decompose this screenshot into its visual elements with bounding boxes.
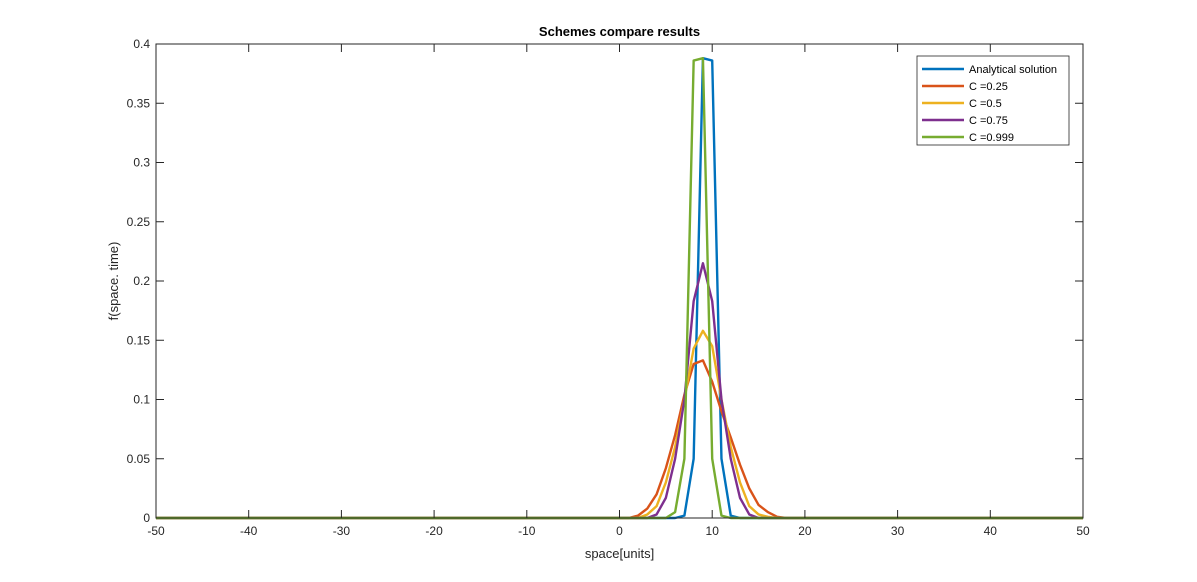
x-tick-label: -30 bbox=[333, 524, 351, 538]
legend-label-2: C =0.5 bbox=[969, 98, 1002, 110]
x-tick-label: 40 bbox=[984, 524, 998, 538]
y-tick-label: 0.4 bbox=[133, 37, 150, 51]
legend-box bbox=[916, 55, 1070, 146]
legend-label-4: C =0.999 bbox=[969, 132, 1014, 144]
x-tick-label: -20 bbox=[425, 524, 443, 538]
series-layer bbox=[156, 57, 1083, 520]
y-tick-label: 0.05 bbox=[127, 452, 151, 466]
legend-label-3: C =0.75 bbox=[969, 115, 1008, 127]
legend-label-0: Analytical solution bbox=[969, 64, 1057, 76]
series-line-4 bbox=[156, 57, 1083, 520]
y-axis-label: f(space. time) bbox=[106, 242, 121, 321]
x-tick-label: 50 bbox=[1076, 524, 1090, 538]
series-line-3 bbox=[156, 262, 1083, 520]
chart-title: Schemes compare results bbox=[539, 24, 700, 39]
x-tick-label: 30 bbox=[891, 524, 905, 538]
x-tick-label: 10 bbox=[706, 524, 720, 538]
series-line-2 bbox=[156, 329, 1083, 520]
x-tick-label: -50 bbox=[147, 524, 165, 538]
x-axis-label: space[units] bbox=[585, 546, 654, 561]
x-tick-label: -40 bbox=[240, 524, 258, 538]
legend-label-1: C =0.25 bbox=[969, 81, 1008, 93]
legend: Analytical solution C =0.25 C =0.5 C =0.75 C… bbox=[916, 55, 1070, 146]
x-tick-label: -10 bbox=[518, 524, 536, 538]
x-tick-label: 20 bbox=[798, 524, 812, 538]
ticks-layer: -50 -40 -30 -20 -10 0 10 20 30 40 50 0 0.05 0.1 0.15 0.… bbox=[127, 37, 1090, 538]
x-tick-label: 0 bbox=[616, 524, 623, 538]
y-tick-label: 0.25 bbox=[127, 215, 151, 229]
y-tick-label: 0.15 bbox=[127, 333, 151, 347]
y-tick-label: 0 bbox=[143, 511, 150, 525]
y-tick-label: 0.35 bbox=[127, 96, 151, 110]
y-tick-label: 0.3 bbox=[133, 156, 150, 170]
y-tick-label: 0.1 bbox=[133, 393, 150, 407]
y-tick-label: 0.2 bbox=[133, 274, 150, 288]
series-line-1 bbox=[156, 359, 1083, 520]
